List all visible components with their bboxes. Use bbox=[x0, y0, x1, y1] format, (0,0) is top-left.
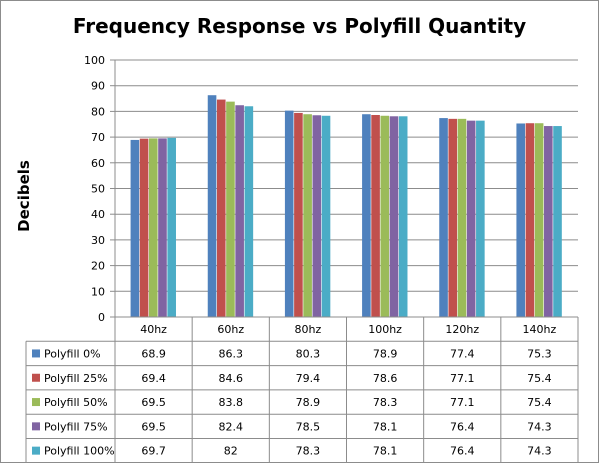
bar bbox=[148, 138, 158, 317]
data-label: 69.4 bbox=[141, 372, 166, 385]
y-tick-label: 20 bbox=[91, 260, 105, 273]
bar bbox=[457, 118, 467, 317]
data-label: 75.3 bbox=[527, 347, 552, 360]
legend-entry: Polyfill 50% bbox=[44, 396, 108, 409]
data-label: 75.4 bbox=[527, 372, 552, 385]
bar bbox=[389, 116, 399, 318]
bar bbox=[439, 118, 448, 317]
data-label: 78.9 bbox=[296, 396, 321, 409]
data-label: 77.1 bbox=[450, 396, 475, 409]
y-tick-label: 90 bbox=[91, 80, 105, 93]
data-table: 40hz 60hz 80hz 100hz 120hz 140hz Polyfill 0% 68… bbox=[25, 60, 579, 463]
legend-swatch bbox=[32, 398, 40, 407]
x-category-label: 140hz bbox=[523, 323, 557, 336]
legend-entry: Polyfill 0% bbox=[44, 347, 101, 360]
legend-swatch bbox=[32, 446, 40, 455]
bar bbox=[516, 123, 526, 317]
bar bbox=[303, 114, 312, 318]
legend-entry: Polyfill 25% bbox=[44, 372, 108, 385]
x-category-label: 120hz bbox=[445, 323, 479, 336]
y-tick-label: 100 bbox=[84, 54, 105, 67]
bar bbox=[476, 120, 485, 317]
bar bbox=[553, 126, 562, 317]
bar bbox=[139, 138, 149, 317]
data-label: 78.3 bbox=[296, 445, 321, 458]
bar bbox=[216, 99, 226, 317]
data-label: 76.4 bbox=[450, 420, 475, 433]
data-label: 82 bbox=[224, 445, 238, 458]
y-tick-label: 40 bbox=[91, 208, 105, 221]
bar bbox=[380, 115, 390, 317]
y-tick-label: 80 bbox=[91, 105, 105, 118]
legend-entry: Polyfill 75% bbox=[44, 420, 108, 433]
data-label: 78.5 bbox=[296, 420, 321, 433]
y-axis-ticks: 0 10 20 30 40 50 60 70 80 90 100 bbox=[84, 54, 116, 324]
legend-swatch bbox=[32, 422, 40, 431]
bar bbox=[158, 138, 167, 317]
bar bbox=[371, 114, 380, 317]
data-label: 78.1 bbox=[373, 420, 398, 433]
data-label: 78.1 bbox=[373, 445, 398, 458]
legend-swatch bbox=[32, 373, 40, 382]
data-label: 78.9 bbox=[373, 347, 398, 360]
data-label: 80.3 bbox=[296, 347, 321, 360]
legend-swatch bbox=[32, 349, 40, 358]
bar bbox=[284, 110, 294, 317]
legend-entry: Polyfill 100% bbox=[44, 445, 115, 458]
data-label: 75.4 bbox=[527, 396, 552, 409]
data-label: 78.3 bbox=[373, 396, 398, 409]
data-label: 76.4 bbox=[450, 445, 475, 458]
chart-title: Frequency Response vs Polyfill Quantity bbox=[72, 14, 527, 38]
data-label: 69.5 bbox=[141, 396, 166, 409]
bar bbox=[448, 118, 458, 317]
bar bbox=[244, 106, 254, 317]
bar bbox=[130, 139, 140, 317]
bar bbox=[321, 115, 331, 317]
data-label: 77.1 bbox=[450, 372, 475, 385]
bar bbox=[534, 123, 544, 317]
gridlines bbox=[115, 59, 578, 318]
bar bbox=[226, 101, 235, 317]
bar bbox=[312, 115, 322, 317]
x-category-label: 100hz bbox=[368, 323, 402, 336]
data-label: 83.8 bbox=[219, 396, 244, 409]
data-label: 68.9 bbox=[141, 347, 166, 360]
x-category-label: 80hz bbox=[295, 323, 322, 336]
data-label: 78.6 bbox=[373, 372, 398, 385]
data-label: 74.3 bbox=[527, 420, 552, 433]
data-label: 79.4 bbox=[296, 372, 321, 385]
bar bbox=[235, 105, 244, 318]
data-label: 84.6 bbox=[219, 372, 244, 385]
data-label: 69.5 bbox=[141, 420, 166, 433]
y-tick-label: 0 bbox=[98, 311, 105, 324]
bar bbox=[466, 120, 476, 317]
bar bbox=[294, 112, 303, 317]
bars bbox=[130, 95, 562, 318]
data-label: 74.3 bbox=[527, 445, 552, 458]
bar bbox=[544, 126, 553, 317]
y-tick-label: 50 bbox=[91, 183, 105, 196]
bar bbox=[207, 95, 217, 317]
bar bbox=[398, 116, 408, 318]
data-label: 82.4 bbox=[219, 420, 244, 433]
y-tick-label: 10 bbox=[91, 285, 105, 298]
x-category-label: 60hz bbox=[217, 323, 244, 336]
bar bbox=[362, 114, 371, 318]
data-label: 77.4 bbox=[450, 347, 475, 360]
bar bbox=[167, 137, 176, 317]
data-label: 86.3 bbox=[219, 347, 244, 360]
bar bbox=[525, 123, 535, 317]
x-category-label: 40hz bbox=[140, 323, 167, 336]
y-tick-label: 70 bbox=[91, 131, 105, 144]
data-label: 69.7 bbox=[141, 445, 166, 458]
y-tick-label: 30 bbox=[91, 234, 105, 247]
y-tick-label: 60 bbox=[91, 157, 105, 170]
